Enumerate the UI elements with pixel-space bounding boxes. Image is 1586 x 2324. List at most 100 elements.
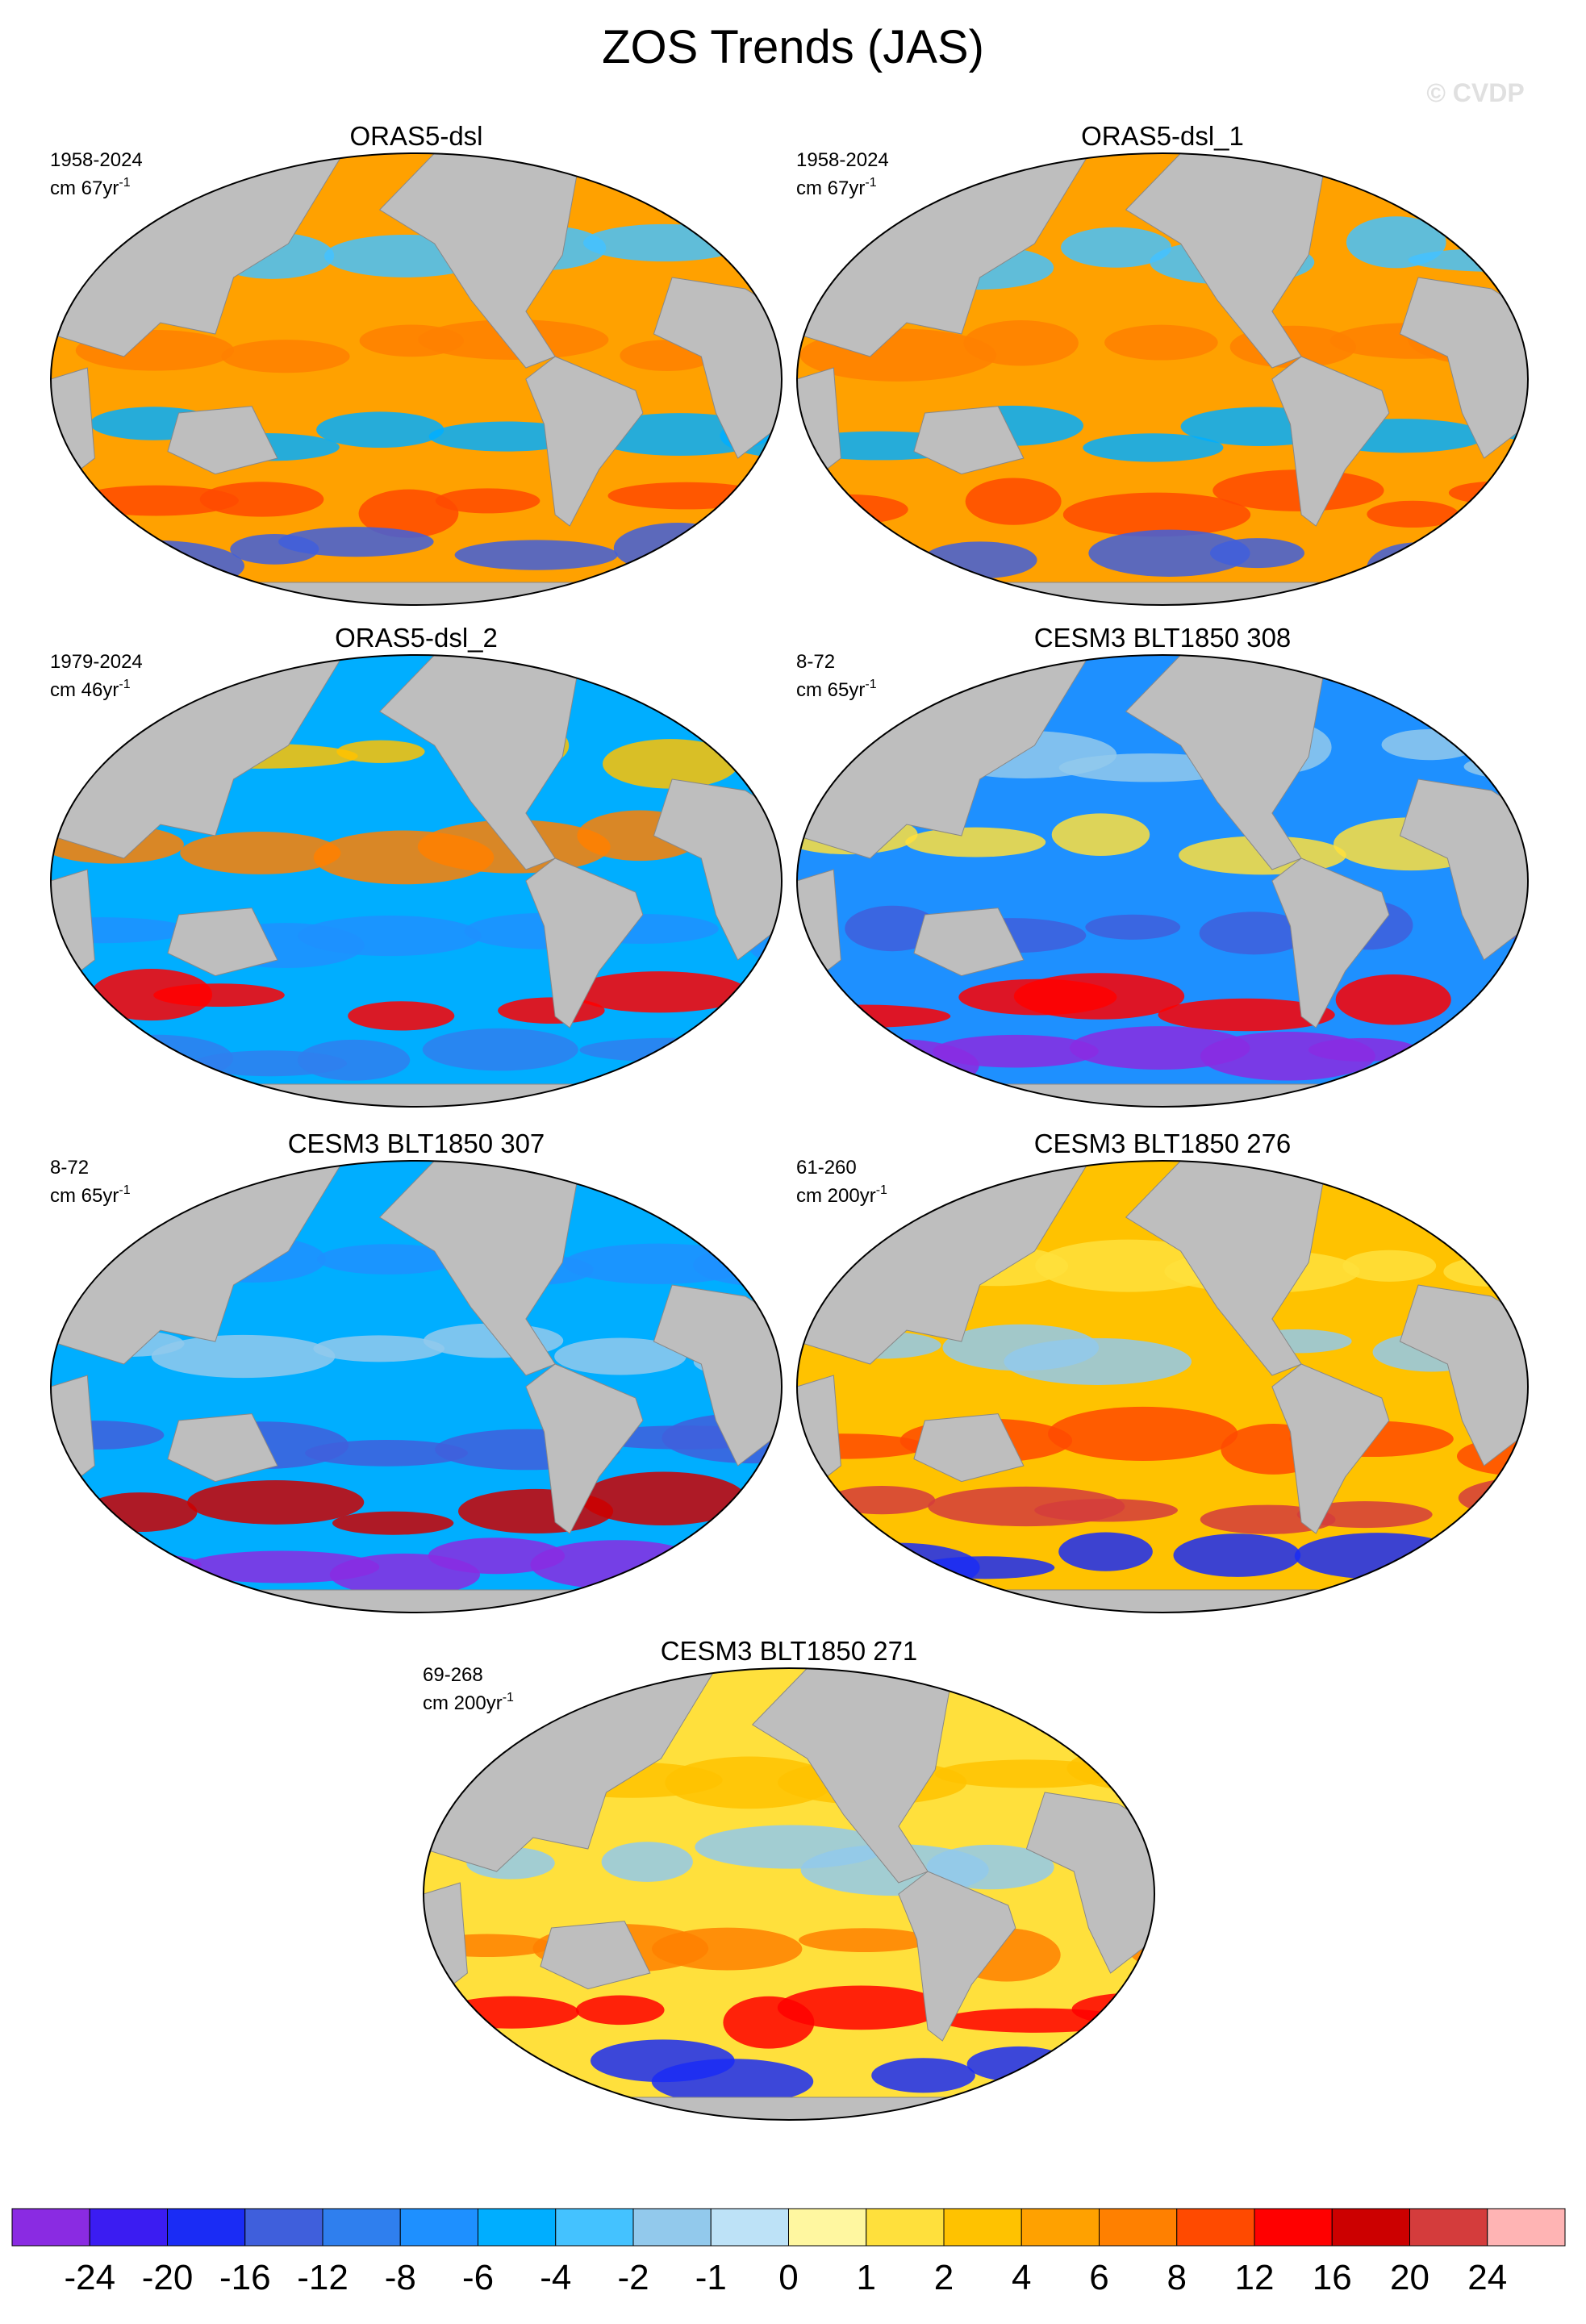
map xyxy=(424,1668,1154,2120)
ocean-pattern xyxy=(317,1244,460,1275)
ocean-pattern xyxy=(651,1927,803,1971)
colorbar-box xyxy=(1020,2208,1100,2247)
colorbar-label: -16 xyxy=(219,2258,271,2297)
colorbar-box xyxy=(710,2208,789,2247)
colorbar-box xyxy=(167,2208,246,2247)
map-panel: CESM3 BLT1850 276 61-260 cm 200yr-1 xyxy=(796,1129,1529,1613)
ocean-pattern xyxy=(151,1334,336,1379)
units-exponent: -1 xyxy=(119,678,130,691)
ocean-pattern xyxy=(797,1004,951,1028)
ocean-pattern xyxy=(693,1243,782,1287)
ocean-pattern xyxy=(1104,324,1218,361)
ocean-pattern xyxy=(1083,433,1224,462)
ocean-pattern xyxy=(1487,1557,1528,1589)
colorbar-label: 20 xyxy=(1390,2258,1429,2297)
colorbar-label: 2 xyxy=(934,2258,954,2297)
ocean-pattern xyxy=(313,1335,445,1362)
ocean-pattern xyxy=(1061,227,1172,268)
map-panel: ORAS5-dsl_2 1979-2024 cm 46yr-1 xyxy=(50,623,783,1108)
ocean-pattern xyxy=(828,1486,936,1515)
land xyxy=(424,2097,1154,2120)
ocean-pattern xyxy=(358,489,459,538)
map-border xyxy=(423,1667,1155,2121)
ocean-pattern xyxy=(278,527,434,557)
panel-title: CESM3 BLT1850 307 xyxy=(288,1129,545,1158)
map-border xyxy=(50,152,783,606)
ocean-pattern xyxy=(916,1556,1055,1579)
ocean-pattern xyxy=(443,1996,579,2029)
panel-units: cm 67yr-1 xyxy=(50,176,131,199)
land xyxy=(378,153,582,369)
colorbar-box xyxy=(788,2208,867,2247)
land xyxy=(51,582,782,605)
ocean-pattern xyxy=(348,1001,455,1031)
ocean-pattern xyxy=(1294,1533,1461,1579)
colorbar-box xyxy=(1331,2208,1410,2247)
land xyxy=(1125,655,1328,870)
units-exponent: -1 xyxy=(865,678,876,691)
panel-title: ORAS5-dsl_1 xyxy=(1081,121,1244,151)
ocean-pattern xyxy=(651,2059,814,2105)
colorbar-box xyxy=(244,2208,323,2247)
ocean-pattern xyxy=(1484,985,1528,1035)
map xyxy=(797,1161,1528,1613)
ocean-pattern xyxy=(1048,1406,1238,1462)
ocean-pattern xyxy=(1199,912,1309,955)
land xyxy=(913,1413,1025,1483)
colorbar-label: 8 xyxy=(1167,2258,1187,2297)
ocean-pattern xyxy=(1342,1250,1437,1282)
land xyxy=(167,406,278,475)
land xyxy=(797,1083,1528,1107)
land xyxy=(525,356,644,527)
ocean-pattern xyxy=(926,1844,1054,1890)
units-exponent: -1 xyxy=(876,1183,887,1197)
colorbar-box xyxy=(632,2208,712,2247)
panel-units: cm 200yr-1 xyxy=(796,1183,887,1207)
colorbar-label: -8 xyxy=(385,2258,416,2297)
panel-units: cm 67yr-1 xyxy=(796,176,877,199)
colorbar-box xyxy=(11,2208,90,2247)
units-exponent: -1 xyxy=(503,1691,514,1704)
map xyxy=(797,655,1528,1107)
ocean-pattern xyxy=(1381,728,1478,761)
ocean-pattern xyxy=(607,482,766,510)
map xyxy=(797,153,1528,605)
ocean-pattern xyxy=(180,832,341,874)
units: cm 200yr xyxy=(796,1185,876,1207)
land xyxy=(51,1083,782,1107)
colorbar-box xyxy=(478,2208,557,2247)
ocean-pattern xyxy=(65,1553,202,1577)
ocean-pattern xyxy=(570,971,748,1013)
ocean-pattern xyxy=(332,1511,454,1535)
colorbar-label: -4 xyxy=(540,2258,571,2297)
ocean-pattern xyxy=(933,1034,1099,1068)
ocean-pattern xyxy=(336,740,425,763)
ocean-pattern xyxy=(530,1540,704,1590)
ocean-pattern xyxy=(665,1756,834,1809)
land xyxy=(797,582,1528,605)
ocean-pattern xyxy=(90,969,213,1021)
units: cm 200yr xyxy=(423,1692,503,1714)
ocean-pattern xyxy=(871,2058,975,2093)
panel-period: 8-72 xyxy=(50,1157,89,1179)
ocean-pattern xyxy=(221,340,350,373)
ocean-pattern xyxy=(316,411,444,449)
panel-period: 1958-2024 xyxy=(50,149,143,171)
colorbar-label: -20 xyxy=(142,2258,194,2297)
ocean-pattern xyxy=(1335,974,1451,1025)
ocean-pattern xyxy=(422,1028,578,1071)
map-panel: CESM3 BLT1850 271 69-268 cm 200yr-1 xyxy=(423,1636,1155,2121)
map-panel: CESM3 BLT1850 308 8-72 cm 65yr-1 xyxy=(796,623,1529,1108)
land xyxy=(1271,1363,1390,1534)
map-border xyxy=(796,654,1529,1108)
land xyxy=(1125,1161,1328,1376)
units: cm 65yr xyxy=(50,1185,119,1207)
map-border xyxy=(50,654,783,1108)
ocean-pattern xyxy=(1443,1256,1528,1287)
colorbar-box xyxy=(399,2208,478,2247)
units: cm 65yr xyxy=(796,679,865,701)
land xyxy=(540,1921,651,1990)
ocean-pattern xyxy=(1308,1037,1418,1062)
ocean-pattern xyxy=(601,1842,693,1882)
